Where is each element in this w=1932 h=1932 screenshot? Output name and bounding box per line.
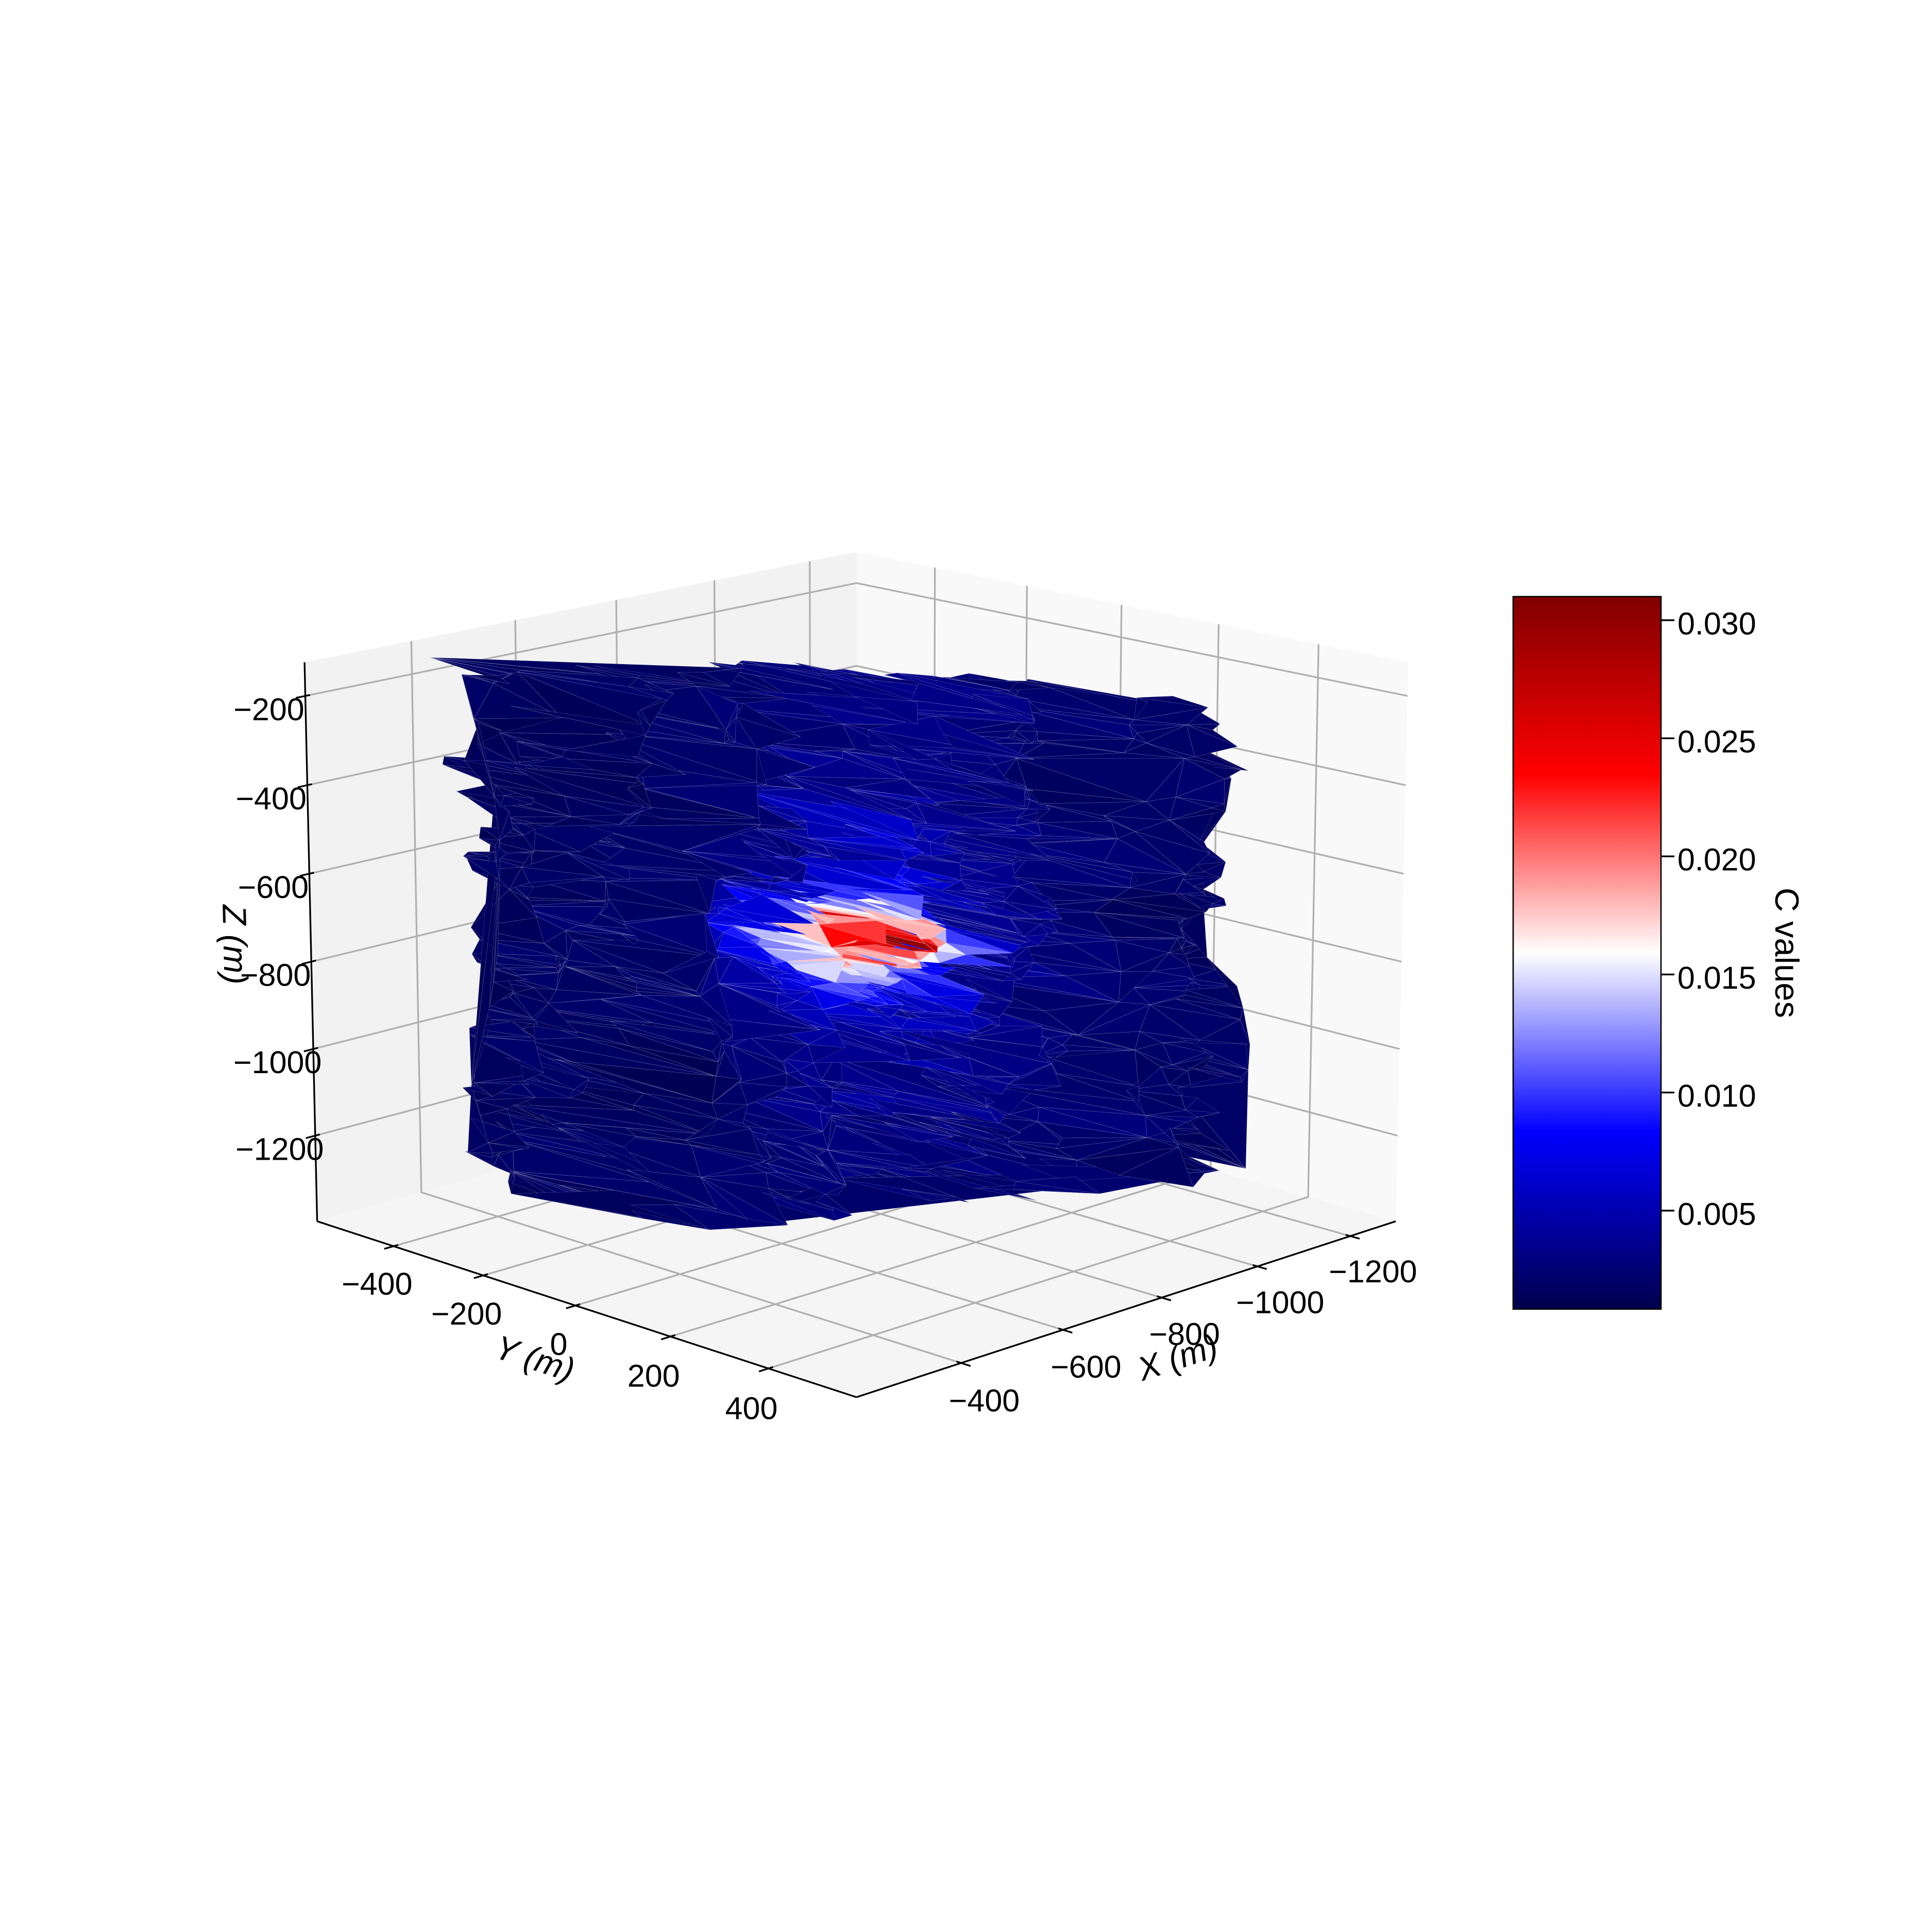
svg-text:−200: −200 (233, 692, 304, 727)
svg-text:C values: C values (1768, 888, 1806, 1018)
svg-text:−800: −800 (240, 958, 311, 993)
svg-text:400: 400 (725, 1391, 778, 1426)
svg-text:−1000: −1000 (1236, 1285, 1324, 1320)
svg-text:0: 0 (550, 1327, 568, 1362)
svg-text:200: 200 (628, 1358, 680, 1393)
svg-text:0.005: 0.005 (1677, 1196, 1756, 1231)
svg-text:0.020: 0.020 (1677, 842, 1756, 877)
svg-text:−800: −800 (1149, 1317, 1219, 1352)
svg-text:−400: −400 (949, 1383, 1020, 1418)
svg-text:−600: −600 (238, 870, 309, 905)
svg-text:0.015: 0.015 (1677, 960, 1756, 995)
svg-text:−400: −400 (235, 781, 306, 816)
svg-text:0.030: 0.030 (1677, 606, 1756, 641)
svg-text:Z (m): Z (m) (215, 903, 255, 985)
svg-text:0.025: 0.025 (1677, 724, 1756, 759)
svg-text:−200: −200 (431, 1296, 502, 1331)
svg-text:0.010: 0.010 (1677, 1078, 1756, 1113)
svg-text:−1200: −1200 (1329, 1254, 1417, 1289)
svg-text:−1200: −1200 (235, 1131, 324, 1166)
svg-text:−1000: −1000 (233, 1045, 321, 1080)
svg-text:−400: −400 (342, 1266, 412, 1301)
svg-text:−600: −600 (1050, 1349, 1121, 1384)
